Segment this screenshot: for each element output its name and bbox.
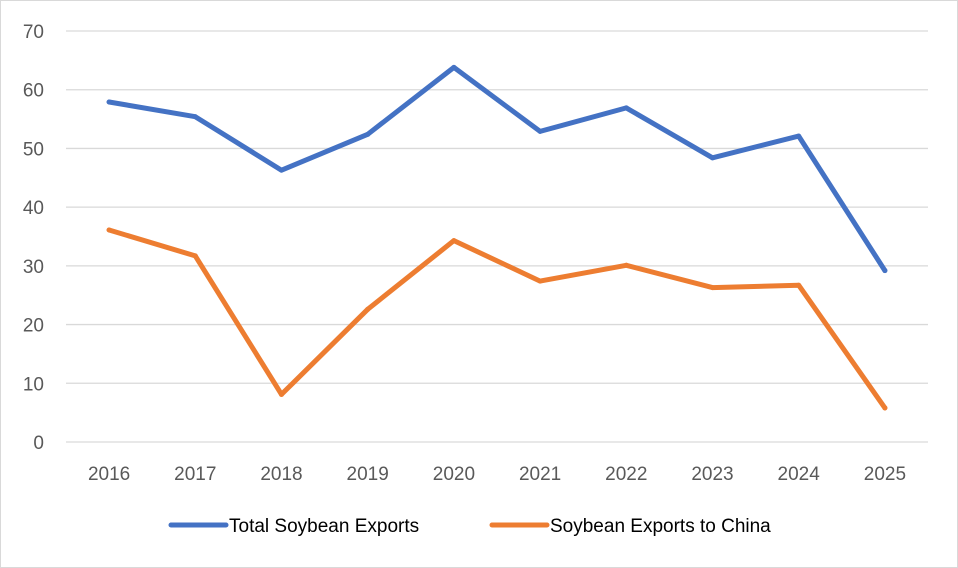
data-point: [106, 99, 112, 105]
data-point: [710, 285, 715, 291]
data-point: [451, 64, 457, 70]
data-point: [106, 227, 112, 233]
y-axis-ticks: 0 10 20 30 40 50 60 70: [23, 22, 44, 454]
data-point: [451, 238, 457, 244]
x-tick-label: 2018: [260, 464, 302, 485]
y-tick-label: 50: [23, 139, 44, 160]
data-point: [796, 133, 802, 139]
y-tick-label: 70: [23, 22, 44, 43]
legend: Total Soybean Exports Soybean Exports to …: [168, 516, 771, 537]
data-point: [279, 167, 284, 173]
data-point: [192, 253, 198, 259]
legend-label-2: Soybean Exports to China: [550, 516, 771, 537]
series-line-2: [106, 227, 888, 411]
data-point: [537, 128, 543, 134]
data-point: [365, 306, 371, 312]
data-point: [623, 105, 629, 111]
x-tick-label: 2023: [691, 464, 733, 485]
y-tick-label: 30: [23, 257, 44, 278]
x-tick-label: 2021: [519, 464, 561, 485]
x-tick-label: 2017: [174, 464, 216, 485]
x-tick-label: 2016: [88, 464, 130, 485]
x-tick-label: 2022: [605, 464, 647, 485]
y-tick-label: 60: [23, 81, 44, 102]
data-point: [710, 155, 715, 161]
x-tick-label: 2025: [864, 464, 906, 485]
gridlines: [66, 30, 928, 443]
y-tick-label: 10: [23, 374, 44, 395]
x-tick-label: 2019: [347, 464, 389, 485]
series-line-1: [106, 64, 888, 274]
x-tick-label: 2020: [433, 464, 475, 485]
y-tick-label: 20: [23, 316, 44, 337]
data-point: [796, 282, 802, 288]
data-point: [882, 268, 888, 274]
y-tick-label: 0: [33, 433, 44, 454]
data-point: [365, 131, 371, 137]
data-point: [537, 278, 543, 284]
data-point: [882, 405, 888, 411]
x-tick-label: 2024: [778, 464, 821, 485]
data-point: [279, 391, 284, 397]
series-lines: [106, 64, 888, 411]
x-axis-ticks: 2016 2017 2018 2019 2020 2021 2022 2023 2024 2025: [88, 464, 906, 485]
data-point: [192, 114, 198, 120]
legend-label-1: Total Soybean Exports: [229, 516, 419, 537]
y-tick-label: 40: [23, 198, 44, 219]
data-point: [623, 262, 629, 268]
